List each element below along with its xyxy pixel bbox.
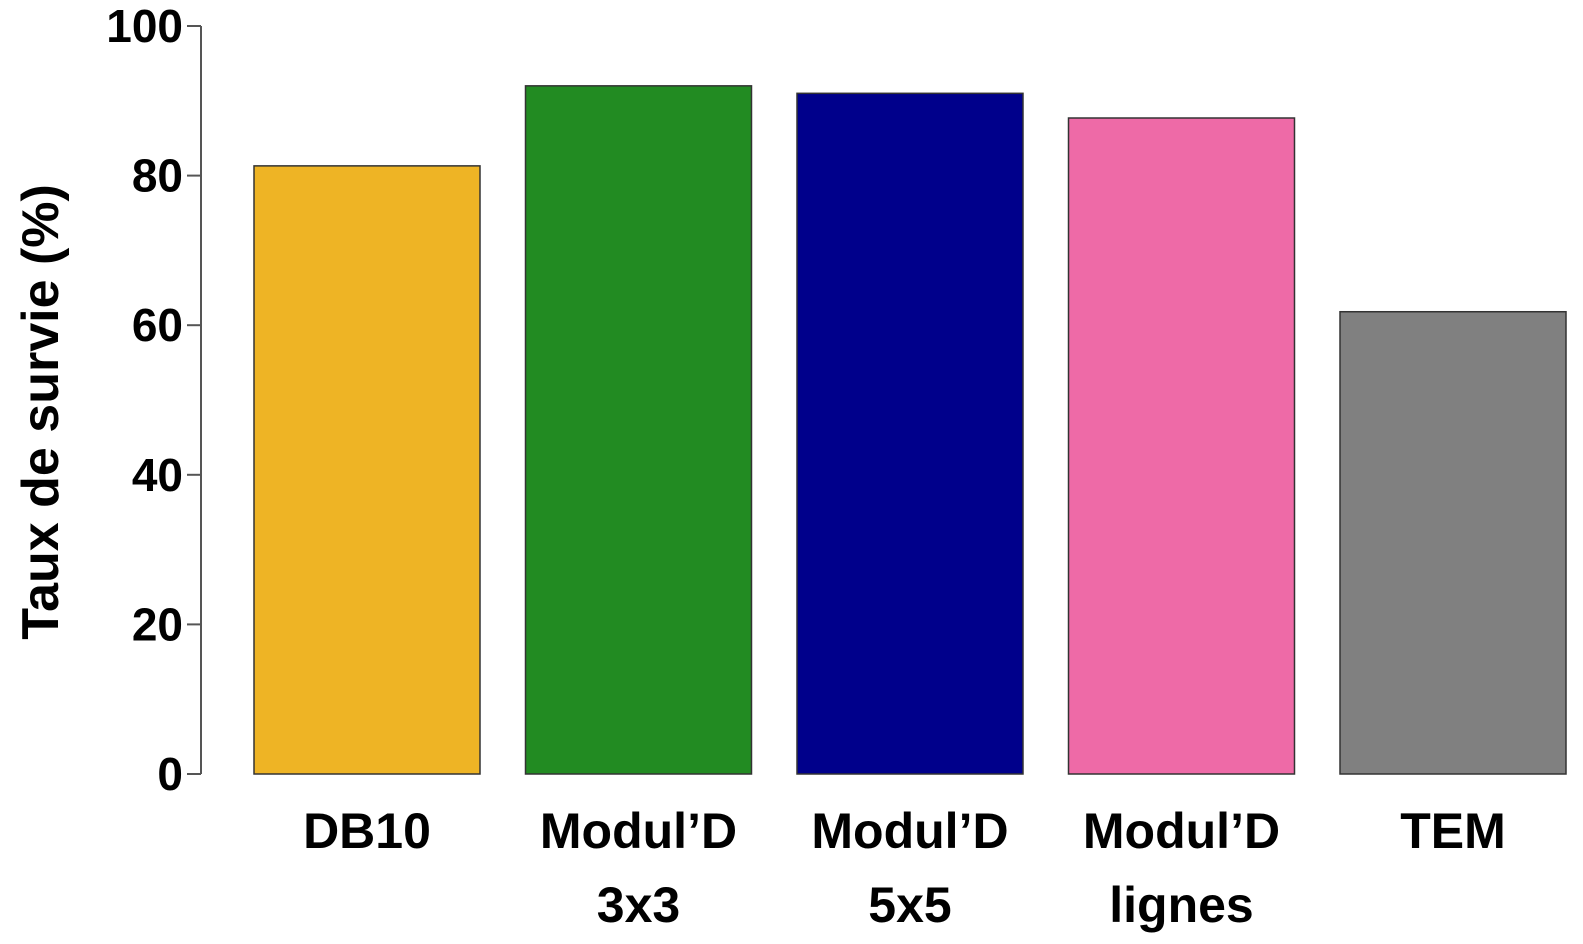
bar xyxy=(524,85,753,775)
bar xyxy=(1339,310,1567,775)
x-category-label: DB10 xyxy=(303,803,431,859)
x-category-label: 5x5 xyxy=(868,877,951,933)
bar xyxy=(796,92,1024,775)
bar xyxy=(253,165,481,775)
x-category-label: TEM xyxy=(1400,803,1506,859)
y-tick-label: 100 xyxy=(106,0,183,52)
bar xyxy=(1067,117,1296,775)
x-category-label: Modul’D xyxy=(540,803,737,859)
x-category-label: Modul’D xyxy=(811,803,1008,859)
x-axis-labels: DB10 Modul’D 3x3 Modul’D 5x5 Modul’D lignes TEM xyxy=(303,803,1506,933)
x-category-label: lignes xyxy=(1109,877,1253,933)
y-axis: 0 20 40 60 80 100 xyxy=(106,0,202,800)
y-tick-label: 80 xyxy=(132,150,183,202)
x-category-label: 3x3 xyxy=(597,877,680,933)
y-tick-label: 20 xyxy=(132,598,183,650)
bars xyxy=(253,85,1567,775)
y-tick-label: 60 xyxy=(132,299,183,351)
y-axis-title: Taux de survie (%) xyxy=(12,184,70,640)
x-category-label: Modul’D xyxy=(1083,803,1280,859)
y-tick-label: 0 xyxy=(157,748,183,800)
y-tick-label: 40 xyxy=(132,449,183,501)
